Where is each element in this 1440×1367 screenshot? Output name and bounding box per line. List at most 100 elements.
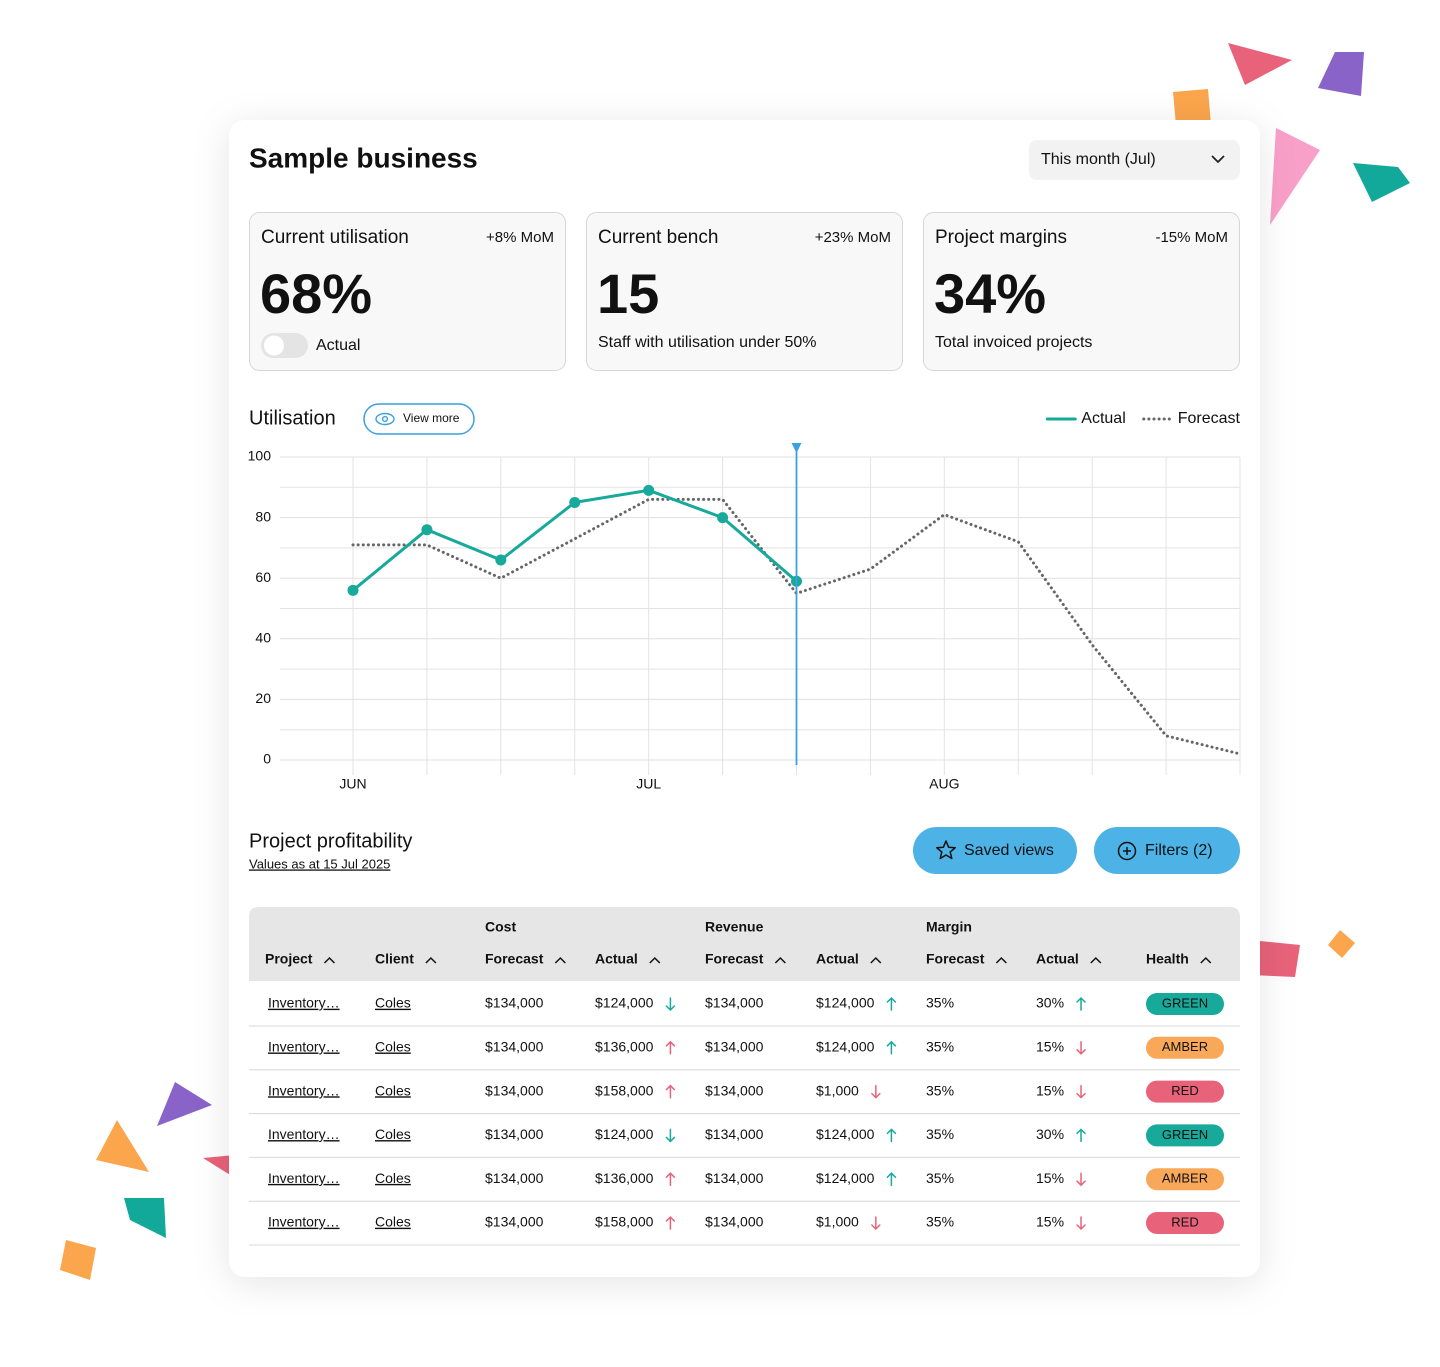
column-group: Revenue [705, 919, 764, 935]
sort-chevron[interactable] [323, 956, 335, 964]
dropdown-chevron[interactable] [1211, 155, 1225, 164]
cell-value: $124,000 [816, 995, 875, 1011]
cell-text: $134,000 [485, 1039, 544, 1055]
cell-link[interactable]: Coles [375, 1039, 411, 1055]
x-tick-label: JUN [339, 776, 366, 792]
x-tick-label: JUL [636, 776, 661, 792]
view-more-button[interactable]: View more [363, 403, 475, 435]
health-pill [1146, 1212, 1224, 1234]
column-header[interactable]: Actual [595, 951, 638, 967]
button-label[interactable]: View more [403, 411, 460, 425]
button-outline[interactable] [363, 403, 475, 435]
kpi-caption: Staff with utilisation under 50% [598, 334, 817, 351]
cell-value: $136,000 [595, 1039, 654, 1055]
sort-chevron[interactable] [774, 956, 786, 964]
column-header[interactable]: Client [375, 951, 414, 967]
filters-button[interactable]: Filters (2) [1094, 827, 1240, 874]
cell-value: 15% [1036, 1214, 1064, 1230]
health-label: GREEN [1162, 1127, 1208, 1142]
kpi-title: Current bench [598, 227, 718, 248]
data-point [421, 524, 433, 536]
cell-link[interactable]: Coles [375, 1082, 411, 1098]
kpi-cards: Current utilisation +8% MoM 68% Actual Curre… [249, 212, 1240, 371]
confetti-piece [124, 1198, 166, 1238]
cell-link[interactable]: Coles [375, 995, 411, 1011]
cell-text: 35% [926, 1039, 954, 1055]
trend-arrow [1076, 996, 1086, 1011]
column-group: Margin [926, 919, 972, 935]
health-label: RED [1171, 1214, 1198, 1229]
health-pill [1146, 1168, 1224, 1191]
sort-chevron[interactable] [870, 956, 882, 964]
cell-link[interactable]: Inventory… [268, 1082, 340, 1098]
cell-link[interactable]: Inventory… [268, 1214, 340, 1230]
cell-link[interactable]: Inventory… [268, 995, 340, 1011]
saved-views-button[interactable]: Saved views [913, 827, 1077, 874]
y-tick-label: 20 [255, 690, 271, 706]
kpi-title: Project margins [935, 227, 1067, 248]
eye-icon[interactable] [381, 415, 389, 423]
cell-link[interactable]: Inventory… [268, 1170, 340, 1186]
toggle-knob[interactable] [264, 335, 284, 356]
kpi-card [923, 212, 1240, 371]
cell-text: $134,000 [705, 1039, 764, 1055]
dropdown-label[interactable]: This month (Jul) [1041, 151, 1156, 168]
sort-chevron[interactable] [1200, 956, 1212, 964]
cell-link[interactable]: Inventory… [268, 1039, 340, 1055]
column-header[interactable]: Project [265, 951, 313, 967]
sort-chevron[interactable] [425, 956, 437, 964]
column-header[interactable]: Actual [816, 951, 859, 967]
cell-value: $124,000 [816, 1039, 875, 1055]
confetti-piece [60, 1240, 96, 1280]
star-icon[interactable] [935, 840, 957, 860]
period-dropdown[interactable]: This month (Jul) [1029, 140, 1240, 180]
cell-value: 15% [1036, 1082, 1064, 1098]
trend-arrow [1076, 1084, 1086, 1099]
trend-arrow [665, 1172, 676, 1186]
plus-icon[interactable] [1123, 847, 1131, 855]
legend-label: Actual [1081, 410, 1125, 427]
sort-chevron[interactable] [995, 956, 1007, 964]
cell-text: $134,000 [485, 1126, 544, 1142]
confetti-piece [1250, 940, 1300, 977]
y-tick-label: 0 [263, 751, 271, 767]
cell-link[interactable]: Inventory… [268, 1126, 340, 1142]
cell-text: $134,000 [485, 995, 544, 1011]
sort-chevron[interactable] [1090, 956, 1102, 964]
column-header[interactable]: Health [1146, 951, 1189, 967]
trend-arrow [1076, 1216, 1086, 1231]
trend-arrow [1076, 1172, 1086, 1187]
plus-icon[interactable] [1117, 841, 1137, 861]
button-label[interactable]: Saved views [964, 842, 1054, 859]
column-header[interactable]: Forecast [485, 951, 544, 967]
confetti-piece [157, 1082, 212, 1126]
cell-text: $134,000 [705, 1170, 764, 1186]
y-tick-label: 40 [255, 630, 271, 646]
cell-link[interactable]: Coles [375, 1170, 411, 1186]
section-subtitle: Values as at 15 Jul 2025 [249, 856, 390, 871]
cell-text: $134,000 [485, 1170, 544, 1186]
column-header[interactable]: Forecast [926, 951, 985, 967]
kpi-caption: Actual [316, 337, 360, 354]
dashboard-card [229, 120, 1260, 1277]
trend-arrow [886, 1040, 897, 1055]
kpi-card [249, 212, 566, 371]
sort-chevron[interactable] [554, 956, 566, 964]
data-point [717, 512, 729, 524]
button-bg[interactable] [913, 827, 1077, 874]
eye-icon[interactable] [375, 412, 395, 426]
column-header[interactable]: Actual [1036, 951, 1079, 967]
cell-text: 35% [926, 995, 954, 1011]
cell-link[interactable]: Coles [375, 1214, 411, 1230]
cell-link[interactable]: Coles [375, 1126, 411, 1142]
dropdown-box[interactable] [1029, 140, 1240, 180]
trend-arrow [871, 1216, 881, 1231]
column-group: Cost [485, 919, 516, 935]
button-bg[interactable] [1094, 827, 1240, 874]
column-header[interactable]: Forecast [705, 951, 764, 967]
button-label[interactable]: Filters (2) [1145, 842, 1213, 859]
sort-chevron[interactable] [649, 956, 661, 964]
confetti-piece [96, 1120, 149, 1172]
section-title: Project profitability [249, 830, 412, 852]
